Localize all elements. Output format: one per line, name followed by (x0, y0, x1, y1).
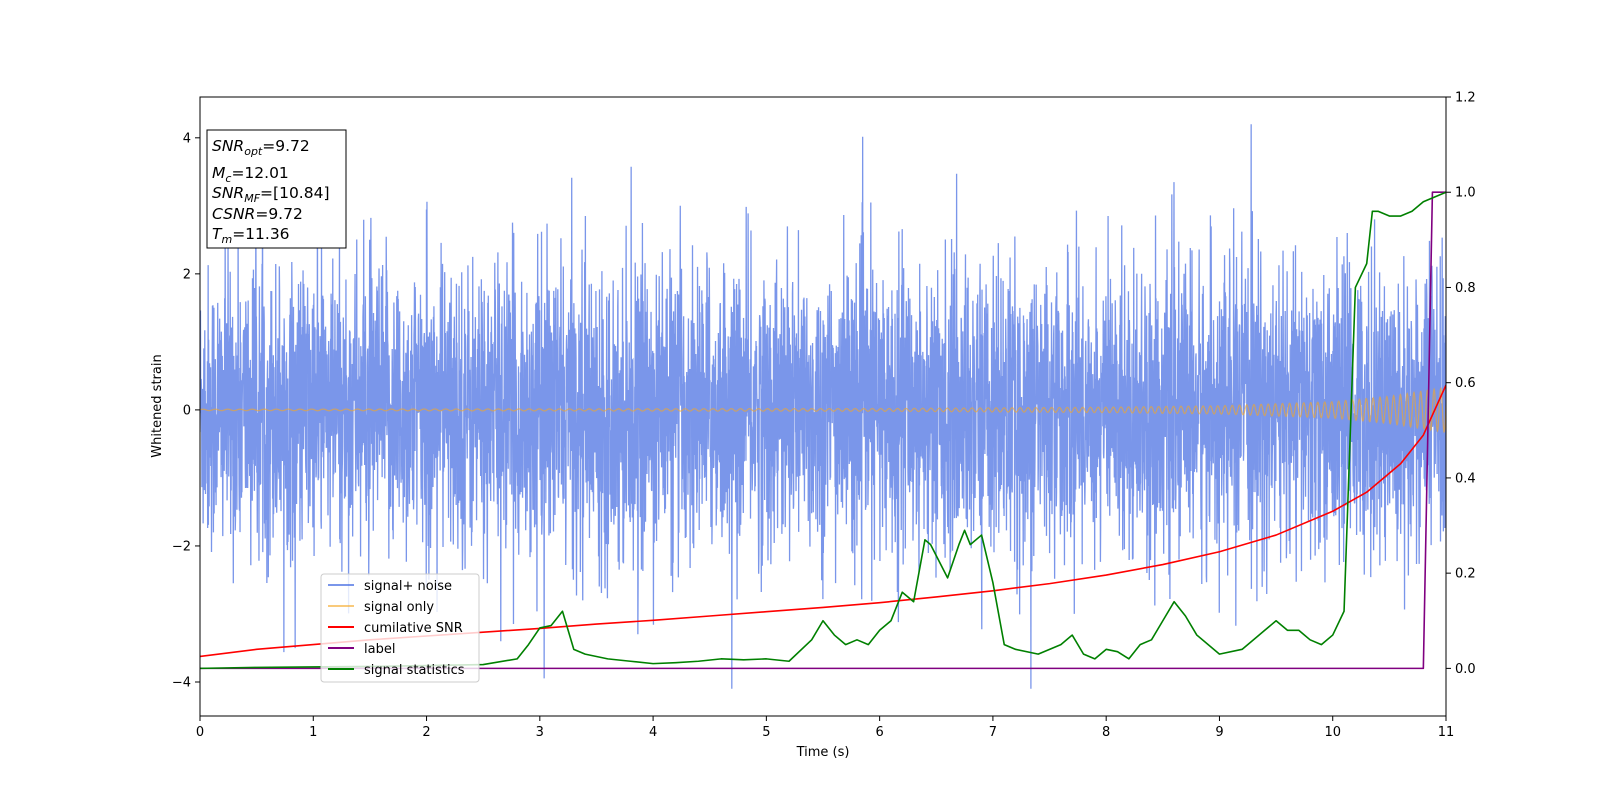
x-tick-label: 5 (762, 725, 770, 740)
x-axis-label: Time (s) (796, 745, 850, 760)
legend-label-signal-only: signal only (364, 600, 434, 615)
info-csnr: CSNR=9.72 (212, 205, 303, 223)
y2-tick-label: 1.0 (1455, 186, 1476, 201)
series-label (200, 191, 1446, 670)
legend: signal+ noise signal only cumilative SNR… (320, 573, 480, 683)
info-snr-mf: SNRMF=[10.84] (212, 184, 330, 205)
series-signal-statistics (200, 191, 1446, 670)
x-tick-label: 2 (422, 725, 430, 740)
y-tick-label: 0 (183, 403, 191, 418)
info-box-frame (206, 129, 347, 249)
x-tick-label: 0 (196, 725, 204, 740)
y-tick-label: −4 (172, 675, 191, 690)
x-tick-label: 6 (875, 725, 883, 740)
x-tick-label: 9 (1215, 725, 1223, 740)
plot-frame (199, 96, 1447, 717)
legend-frame (320, 573, 480, 683)
legend-label-cumulative-snr: cumilative SNR (364, 621, 463, 636)
y2-tick-label: 0.0 (1455, 662, 1476, 677)
series-signal-only (200, 387, 1446, 434)
x-tick-label: 3 (536, 725, 544, 740)
y2-tick-label: 0.6 (1455, 376, 1476, 391)
y-tick-label: 4 (183, 131, 191, 146)
x-tick-label: 4 (649, 725, 657, 740)
x-tick-label: 8 (1102, 725, 1110, 740)
y2-tick-label: 1.2 (1455, 91, 1476, 106)
legend-label-label: label (364, 642, 395, 657)
x-tick-label: 7 (989, 725, 997, 740)
info-snr-opt: SNRopt=9.72 (212, 137, 310, 158)
info-tm: Tm=11.36 (212, 225, 290, 246)
info-mc: Mc=12.01 (212, 164, 289, 185)
legend-label-signal-noise: signal+ noise (364, 579, 452, 594)
x-tick-label: 10 (1324, 725, 1341, 740)
y2-tick-label: 0.8 (1455, 281, 1476, 296)
y-tick-label: 2 (183, 267, 191, 282)
legend-label-signal-statistics: signal statistics (364, 663, 465, 678)
info-box: SNRopt=9.72 Mc=12.01 SNRMF=[10.84] CSNR=… (206, 129, 347, 249)
y-axis-label: Whitened strain (150, 354, 165, 457)
y2-tick-label: 0.4 (1455, 471, 1476, 486)
x-tick-label: 11 (1438, 725, 1455, 740)
y-tick-label: −2 (172, 539, 191, 554)
y2-tick-label: 0.2 (1455, 567, 1476, 582)
x-tick-label: 1 (309, 725, 317, 740)
